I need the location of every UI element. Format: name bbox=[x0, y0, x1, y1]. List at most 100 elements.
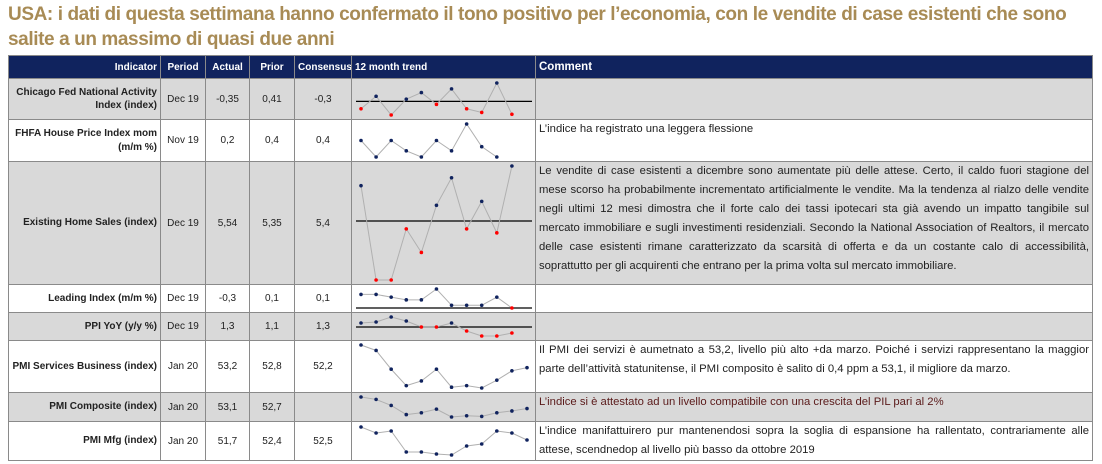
indicator-cell: PPI YoY (y/y %) bbox=[8, 312, 161, 341]
comment-cell bbox=[535, 78, 1093, 120]
table-header-row: Indicator Period Actual Prior Consensus … bbox=[8, 55, 1093, 79]
comment-cell bbox=[535, 284, 1093, 313]
period-cell: Dec 19 bbox=[160, 161, 206, 285]
actual-cell: -0,3 bbox=[205, 284, 250, 313]
header-prior: Prior bbox=[249, 55, 295, 79]
table-row: PMI Mfg (index) Jan 20 51,7 52,4 52,5 L’indic… bbox=[8, 421, 1093, 461]
header-period: Period bbox=[160, 55, 206, 79]
sparkline-point bbox=[389, 367, 393, 372]
sparkline-point bbox=[389, 429, 393, 433]
sparkline-point bbox=[434, 102, 439, 107]
page-title: USA: i dati di questa settimana hanno co… bbox=[8, 4, 1067, 50]
header-trend: 12 month trend bbox=[351, 55, 536, 79]
sparkline-point bbox=[359, 138, 363, 143]
actual-cell: -0,35 bbox=[205, 78, 250, 120]
sparkline-point bbox=[374, 348, 378, 353]
actual-cell: 0,2 bbox=[205, 119, 250, 162]
consensus-cell: 1,3 bbox=[294, 312, 352, 341]
indicator-cell: PMI Services Business (index) bbox=[8, 340, 161, 393]
consensus-cell: 52,5 bbox=[294, 421, 352, 461]
sparkline-point bbox=[419, 250, 424, 255]
consensus-cell: 0,1 bbox=[294, 284, 352, 313]
sparkline-point bbox=[389, 138, 393, 143]
sparkline-point bbox=[374, 431, 378, 435]
sparkline-point bbox=[449, 87, 454, 91]
indicator-cell: Existing Home Sales (index) bbox=[8, 161, 161, 285]
sparkline-path bbox=[360, 396, 528, 418]
sparkline-point bbox=[464, 444, 469, 448]
indicator-cell: PMI Mfg (index) bbox=[8, 421, 161, 461]
sparkline-point bbox=[404, 298, 409, 302]
sparkline-point bbox=[419, 298, 424, 302]
sparkline-point bbox=[374, 320, 378, 324]
sparkline-point bbox=[479, 144, 484, 149]
actual-cell: 5,54 bbox=[205, 161, 250, 285]
trend-sparkline-cell bbox=[351, 284, 536, 313]
comment-cell: Le vendite di case esistenti a dicembre … bbox=[535, 161, 1093, 285]
consensus-cell: 5,4 bbox=[294, 161, 352, 285]
consensus-cell bbox=[294, 392, 352, 422]
sparkline-point bbox=[464, 303, 469, 308]
sparkline-point bbox=[419, 155, 424, 159]
sparkline-point bbox=[464, 122, 469, 126]
sparkline-point bbox=[449, 453, 454, 457]
indicator-cell: FHFA House Price Index mom (m/m %) bbox=[8, 119, 161, 162]
table-row: Existing Home Sales (index) Dec 19 5,54 5,3… bbox=[8, 161, 1093, 285]
sparkline bbox=[356, 164, 532, 282]
sparkline-point bbox=[495, 378, 499, 382]
sparkline-point bbox=[449, 175, 454, 180]
sparkline-point bbox=[479, 110, 484, 115]
sparkline-point bbox=[419, 410, 424, 415]
indicator-cell: Chicago Fed National Activity Index (ind… bbox=[8, 78, 161, 120]
header-actual: Actual bbox=[205, 55, 250, 79]
period-cell: Nov 19 bbox=[160, 119, 206, 162]
trend-sparkline-cell bbox=[351, 119, 536, 162]
prior-cell: 0,41 bbox=[249, 78, 295, 120]
sparkline-point bbox=[495, 429, 499, 433]
sparkline-point bbox=[359, 292, 363, 297]
sparkline-point bbox=[404, 450, 409, 454]
sparkline-point bbox=[419, 379, 424, 383]
sparkline-point bbox=[359, 106, 363, 111]
sparkline-point bbox=[449, 321, 454, 325]
trend-sparkline-cell bbox=[351, 392, 536, 422]
trend-sparkline-cell bbox=[351, 161, 536, 285]
table-row: PMI Services Business (index) Jan 20 53,2 5… bbox=[8, 340, 1093, 393]
sparkline-point bbox=[404, 97, 409, 101]
header-indicator: Indicator bbox=[8, 55, 161, 79]
sparkline-point bbox=[389, 113, 393, 117]
sparkline-point bbox=[525, 365, 529, 370]
sparkline-point bbox=[374, 155, 378, 159]
comment-cell bbox=[535, 312, 1093, 341]
trend-sparkline-cell bbox=[351, 421, 536, 461]
prior-cell: 0,4 bbox=[249, 119, 295, 162]
sparkline-point bbox=[449, 385, 454, 390]
period-cell: Dec 19 bbox=[160, 284, 206, 313]
sparkline-point bbox=[449, 415, 454, 419]
sparkline-point bbox=[495, 410, 499, 415]
sparkline-point bbox=[389, 295, 393, 299]
sparkline bbox=[359, 395, 529, 419]
header-comment: Comment bbox=[535, 55, 1093, 79]
sparkline-point bbox=[374, 397, 378, 402]
sparkline-point bbox=[464, 329, 469, 333]
sparkline-path bbox=[360, 81, 513, 116]
period-cell: Dec 19 bbox=[160, 78, 206, 120]
consensus-cell: 52,2 bbox=[294, 340, 352, 393]
table-row: PPI YoY (y/y %) Dec 19 1,3 1,1 1,3 bbox=[8, 312, 1093, 341]
sparkline-point bbox=[510, 331, 514, 335]
sparkline-point bbox=[419, 325, 424, 329]
prior-cell: 52,4 bbox=[249, 421, 295, 461]
sparkline-point bbox=[374, 94, 378, 99]
comment-cell: L’indice manifattuirero pur mantenendosi… bbox=[535, 421, 1093, 461]
sparkline-point bbox=[434, 407, 439, 411]
consensus-cell: 0,4 bbox=[294, 119, 352, 162]
sparkline bbox=[359, 425, 529, 457]
sparkline-point bbox=[495, 295, 499, 299]
period-cell: Dec 19 bbox=[160, 312, 206, 341]
header-consensus: Consensus bbox=[294, 55, 352, 79]
sparkline bbox=[356, 315, 532, 338]
sparkline-path bbox=[361, 288, 513, 309]
sparkline-point bbox=[479, 303, 484, 308]
sparkline bbox=[356, 81, 532, 117]
